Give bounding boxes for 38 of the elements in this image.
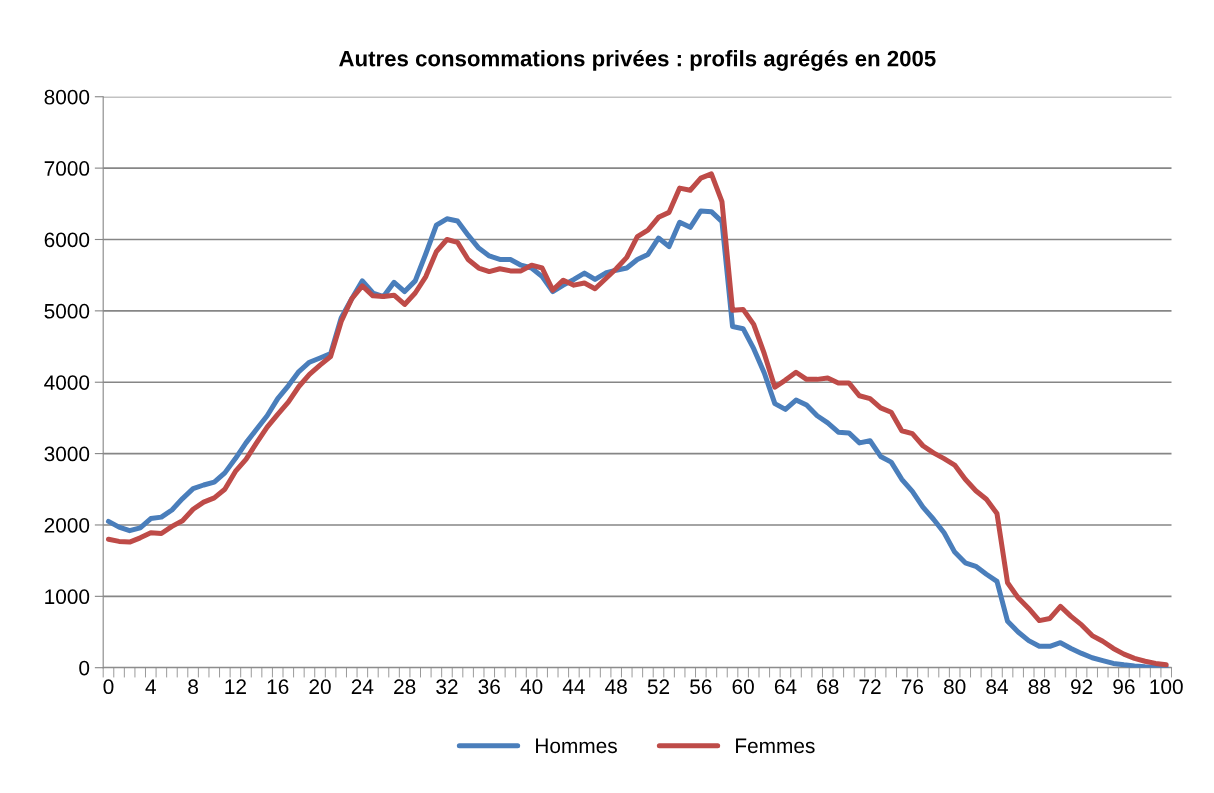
x-tick-label: 32 xyxy=(436,679,458,695)
x-tick-label: 0 xyxy=(103,679,114,695)
x-tick-label: 4 xyxy=(145,679,156,694)
y-tick-label: 1000 xyxy=(45,589,90,605)
chart-title: Autres consommations privées : profils agrégés en 2005 xyxy=(339,49,936,71)
y-tick-label: 0 xyxy=(79,660,90,676)
x-tick-label: 40 xyxy=(520,679,543,695)
y-tick-label: 8000 xyxy=(44,89,90,105)
x-tick-label: 24 xyxy=(351,679,374,694)
legend-label: Hommes xyxy=(536,738,617,754)
legend-label: Femmes xyxy=(736,738,815,754)
x-tick-label: 8 xyxy=(188,679,198,695)
x-tick-label: 12 xyxy=(225,679,246,694)
x-tick-label: 100 xyxy=(1150,679,1183,695)
x-tick-label: 36 xyxy=(478,679,500,695)
y-tick-label: 5000 xyxy=(44,303,90,319)
y-tick-label: 4000 xyxy=(44,375,90,390)
x-tick-label: 60 xyxy=(732,679,754,695)
x-tick-label: 28 xyxy=(394,679,416,695)
x-tick-label: 56 xyxy=(690,679,712,695)
x-tick-label: 84 xyxy=(986,679,1008,695)
x-tick-label: 92 xyxy=(1070,679,1093,695)
x-tick-label: 44 xyxy=(562,679,585,694)
x-tick-label: 76 xyxy=(901,679,924,695)
y-tick-label: 7000 xyxy=(44,161,90,176)
y-tick-label: 3000 xyxy=(44,446,90,462)
x-tick-label: 52 xyxy=(647,679,670,695)
x-tick-label: 80 xyxy=(943,679,966,695)
x-tick-label: 48 xyxy=(605,679,627,695)
x-tick-label: 64 xyxy=(774,679,797,695)
y-tick-label: 2000 xyxy=(44,517,90,533)
y-tick-label: 6000 xyxy=(44,232,90,248)
x-tick-label: 20 xyxy=(309,679,331,695)
x-tick-label: 72 xyxy=(859,679,881,694)
x-tick-label: 68 xyxy=(817,679,839,695)
x-tick-label: 96 xyxy=(1113,679,1135,695)
x-tick-label: 88 xyxy=(1028,679,1050,695)
x-tick-label: 16 xyxy=(267,679,289,695)
